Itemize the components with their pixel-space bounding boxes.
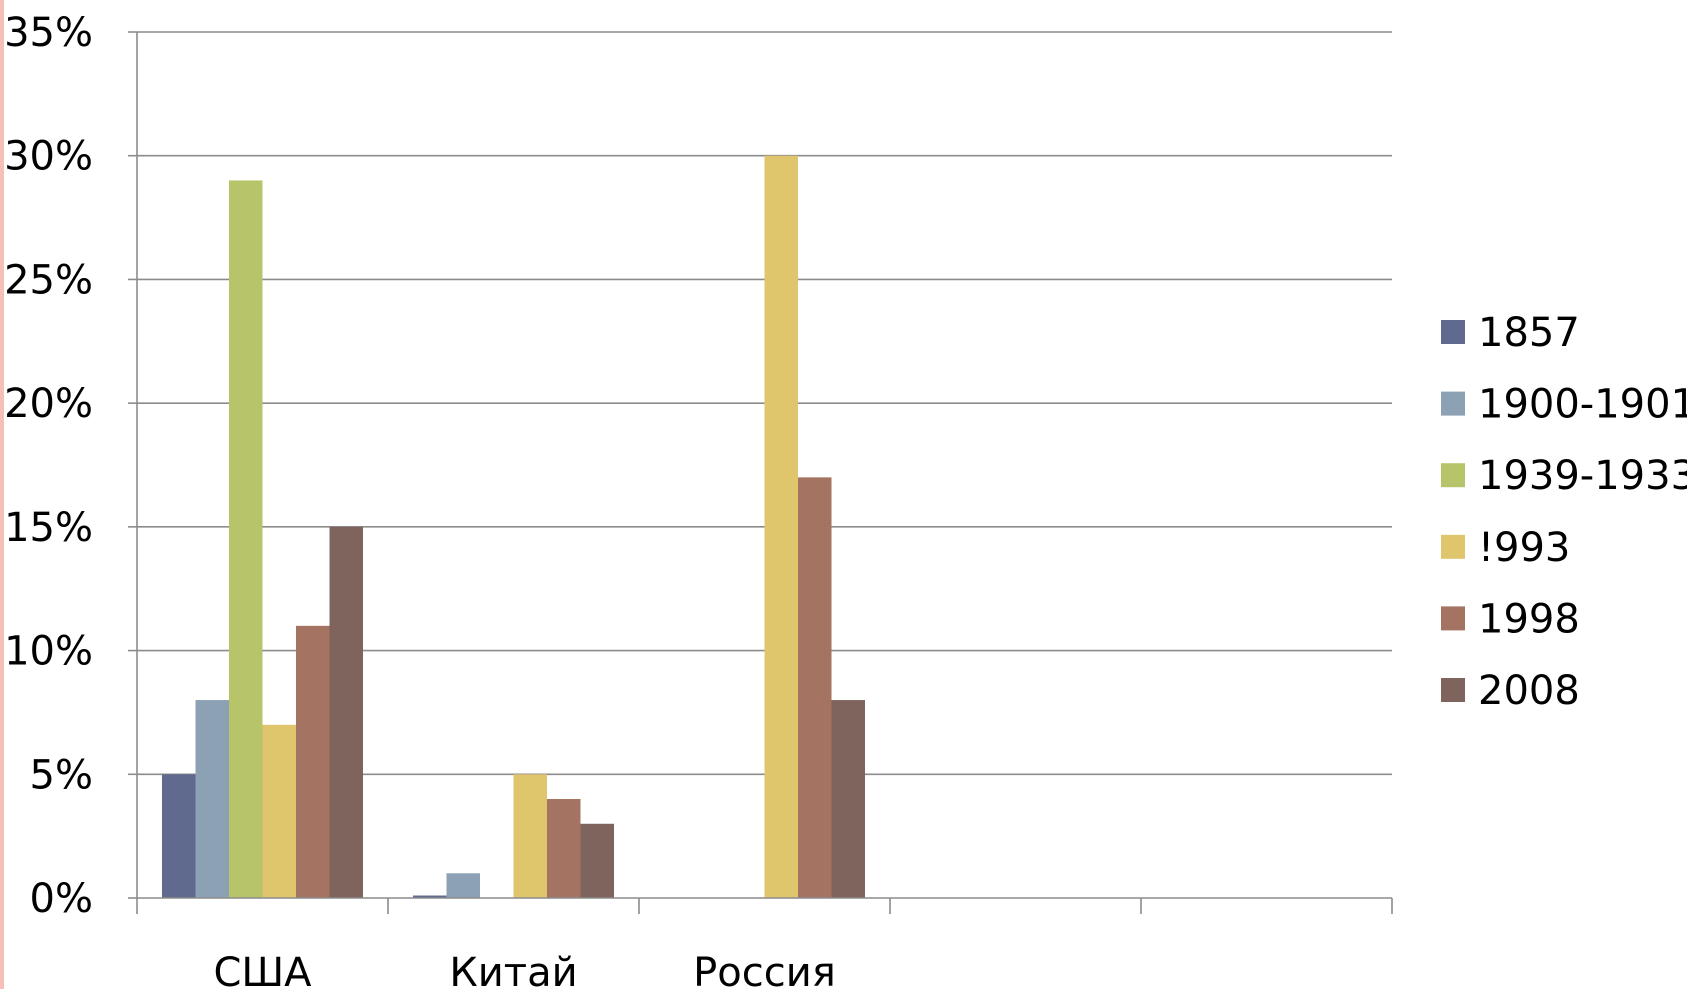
bar [262,724,296,898]
legend: 1857 1900-1901 1939-1933 !993 1998 2008 [1441,310,1687,714]
y-tick-label: 35% [4,10,93,56]
bar [296,625,330,898]
bar [513,774,547,898]
y-tick-label: 10% [4,629,93,675]
y-tick-label: 5% [30,752,93,798]
legend-label: 1998 [1478,596,1580,642]
bar [547,799,581,898]
bar [229,180,263,898]
y-tick-label: 25% [4,257,93,303]
y-tick-labels: 0% 5% 10% 15% 20% 25% 30% 35% [4,10,93,922]
bar [580,823,614,898]
left-edge-rule [0,0,4,989]
y-tick-label: 30% [4,134,93,180]
bar [831,700,865,898]
bars [162,155,865,898]
bar [798,477,832,898]
legend-label: !993 [1478,525,1570,571]
legend-label: 2008 [1478,668,1580,714]
bar [329,526,363,898]
axes [128,31,1393,914]
legend-swatch [1441,534,1465,559]
legend-swatch [1441,391,1465,416]
legend-label: 1939-1933 [1478,453,1687,499]
legend-label: 1900-1901 [1478,382,1687,428]
y-tick-label: 20% [4,381,93,427]
bar [446,873,480,898]
legend-swatch [1441,678,1465,702]
bar [764,155,798,898]
y-tick-label: 0% [30,876,93,922]
legend-swatch [1441,463,1465,488]
x-category-labels: США Китай Россия [213,950,835,989]
legend-label: 1857 [1478,310,1580,356]
x-category-label: США [213,950,312,989]
legend-swatch [1441,320,1465,344]
x-category-label: Россия [693,950,836,989]
x-category-label: Китай [449,950,577,989]
y-tick-label: 15% [4,505,93,551]
legend-swatch [1441,606,1465,631]
bar [413,895,447,898]
bar [195,700,229,898]
bar [162,774,196,898]
